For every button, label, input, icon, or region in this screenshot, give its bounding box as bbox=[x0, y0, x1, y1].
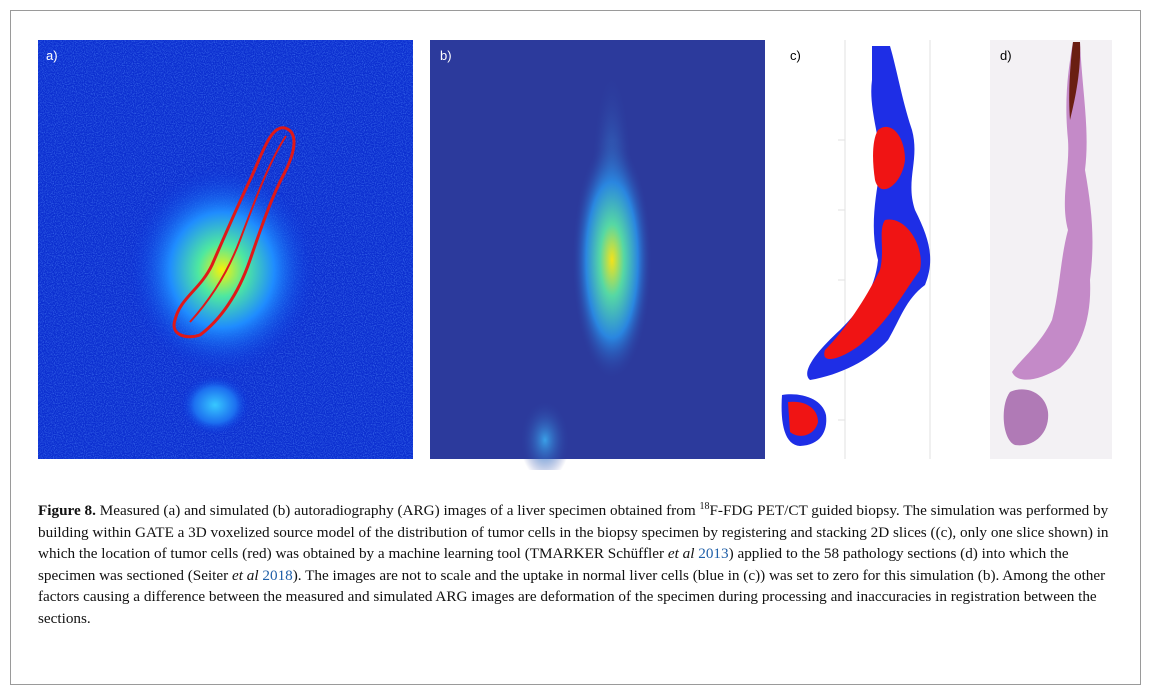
panel-d: d) bbox=[990, 40, 1112, 459]
figure-panels: a) b) c) d) bbox=[38, 40, 1112, 470]
panel-b-hotspot bbox=[520, 400, 570, 470]
panel-a: a) bbox=[38, 40, 413, 459]
tissue-section bbox=[1069, 42, 1081, 120]
caption-text: ). The images are not to scale and the u… bbox=[38, 566, 1106, 627]
caption-text: F-FDG PET/CT guided biopsy. The simulati… bbox=[38, 502, 1109, 563]
tumor-outline bbox=[172, 126, 296, 339]
caption-superscript: 18 bbox=[699, 500, 710, 512]
specimen-tumor bbox=[873, 126, 905, 190]
panel-label: b) bbox=[440, 48, 452, 63]
tissue-section bbox=[1012, 42, 1093, 380]
figure-frame bbox=[10, 10, 1141, 685]
panel-label: d) bbox=[1000, 48, 1012, 63]
panel-b: b) bbox=[430, 40, 765, 470]
tissue-section bbox=[1003, 389, 1049, 446]
citation-link[interactable]: 2013 bbox=[698, 545, 729, 563]
specimen-tumor bbox=[824, 219, 921, 360]
panel-label: c) bbox=[790, 48, 801, 63]
panel-a-hotspot bbox=[127, 165, 317, 375]
panel-a-hotspot bbox=[180, 375, 250, 435]
tumor-outline bbox=[189, 135, 287, 323]
caption-text: Measured (a) and simulated (b) autoradio… bbox=[95, 502, 700, 519]
caption-label: Figure 8. bbox=[38, 502, 96, 519]
caption-emphasis: et al bbox=[667, 545, 695, 563]
panel-c: c) bbox=[775, 40, 985, 459]
caption-text: ) applied to the 58 pathology sections (… bbox=[38, 545, 1069, 584]
citation-link[interactable]: 2018 bbox=[262, 566, 293, 584]
panel-label: a) bbox=[46, 48, 58, 63]
panel-b-hotspot bbox=[572, 140, 652, 380]
figure-caption: Figure 8. Measured (a) and simulated (b)… bbox=[38, 500, 1116, 630]
specimen-tumor bbox=[788, 401, 818, 436]
caption-emphasis: et al bbox=[232, 566, 259, 584]
